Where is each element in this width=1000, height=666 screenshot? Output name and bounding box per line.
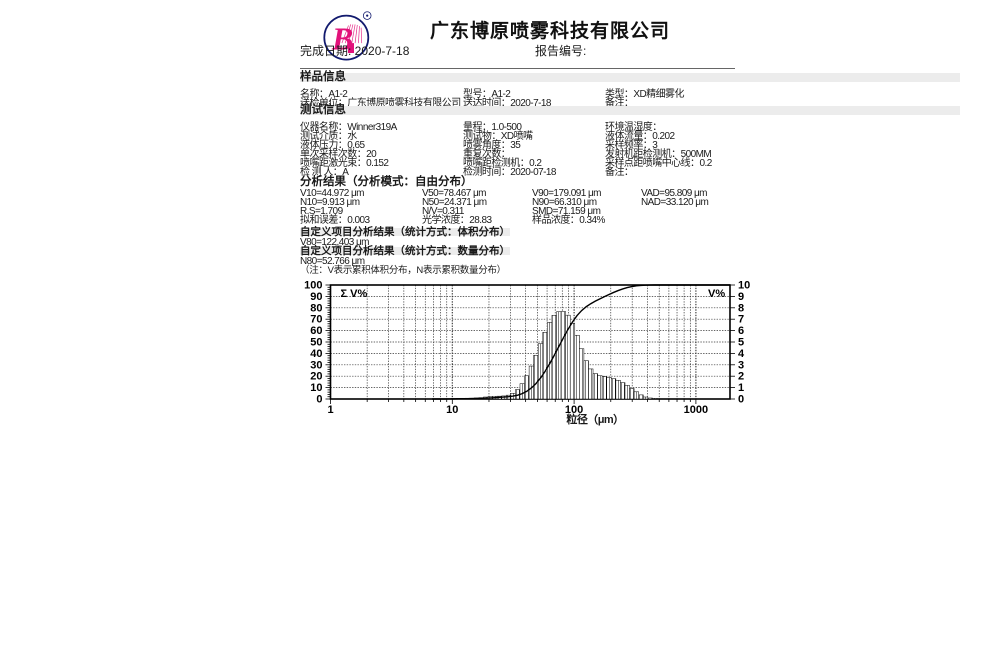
svg-text:70: 70 [310, 314, 322, 326]
svg-text:3: 3 [738, 359, 744, 371]
svg-text:2: 2 [738, 371, 744, 383]
svg-text:1: 1 [327, 404, 333, 416]
svg-text:9: 9 [738, 291, 744, 303]
svg-text:90: 90 [310, 291, 322, 303]
svg-text:10: 10 [310, 382, 322, 394]
svg-text:10: 10 [446, 404, 458, 416]
svg-text:10: 10 [738, 280, 750, 292]
svg-text:20: 20 [310, 371, 322, 383]
svg-text:0: 0 [316, 394, 322, 406]
svg-text:8: 8 [738, 302, 744, 314]
svg-text:6: 6 [738, 325, 744, 337]
svg-text:0: 0 [738, 394, 744, 406]
svg-text:V%: V% [708, 288, 725, 300]
svg-text:40: 40 [310, 348, 322, 360]
svg-text:80: 80 [310, 302, 322, 314]
svg-text:4: 4 [738, 348, 745, 360]
svg-text:100: 100 [304, 280, 322, 292]
svg-text:1000: 1000 [684, 404, 708, 416]
svg-text:Σ V%: Σ V% [341, 288, 368, 300]
svg-text:30: 30 [310, 359, 322, 371]
svg-text:60: 60 [310, 325, 322, 337]
svg-text:7: 7 [738, 314, 744, 326]
svg-text:5: 5 [738, 337, 744, 349]
svg-text:1: 1 [738, 382, 744, 394]
svg-text:50: 50 [310, 337, 322, 349]
